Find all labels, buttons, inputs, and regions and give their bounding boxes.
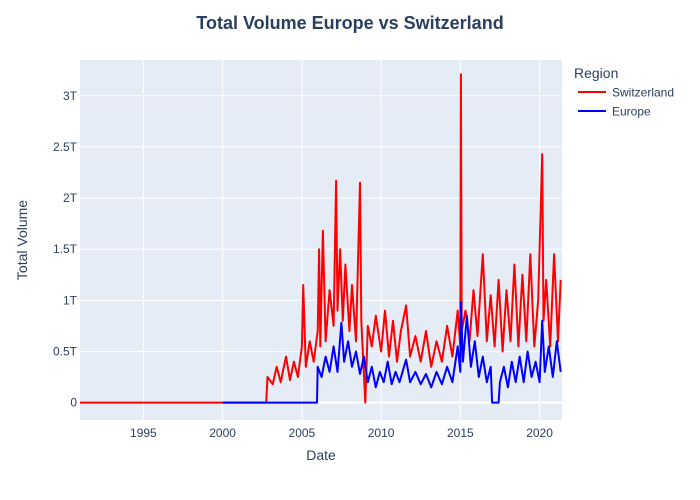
y-tick-label: 1T bbox=[63, 293, 78, 307]
y-tick-label: 1.5T bbox=[53, 242, 78, 256]
plot-area bbox=[80, 60, 562, 420]
x-tick-label: 2020 bbox=[526, 426, 553, 440]
y-tick-label: 2T bbox=[63, 191, 78, 205]
series-line-europe bbox=[222, 301, 562, 404]
x-tick-label: 1995 bbox=[130, 426, 157, 440]
chart-title: Total Volume Europe vs Switzerland bbox=[196, 13, 503, 33]
y-tick-label: 0.5T bbox=[53, 344, 78, 358]
y-axis-title: Total Volume bbox=[14, 200, 30, 280]
y-tick-labels: 0 0.5T 1T 1.5T 2T 2.5T 3T bbox=[53, 89, 78, 410]
x-tick-label: 2000 bbox=[209, 426, 236, 440]
x-tick-labels: 1995 2000 2005 2010 2015 2020 bbox=[130, 426, 553, 440]
series-line-switzerland bbox=[80, 73, 562, 404]
x-tick-label: 2010 bbox=[368, 426, 395, 440]
x-tick-label: 2005 bbox=[289, 426, 316, 440]
x-axis-title: Date bbox=[306, 447, 336, 463]
y-tick-label: 2.5T bbox=[53, 140, 78, 154]
legend-label-switzerland: Switzerland bbox=[612, 86, 674, 100]
series-layer bbox=[80, 73, 562, 404]
legend-title: Region bbox=[574, 65, 618, 81]
y-gridlines bbox=[80, 95, 562, 404]
y-tick-label: 3T bbox=[63, 89, 78, 103]
legend-item-switzerland[interactable]: Switzerland bbox=[578, 86, 674, 100]
legend-label-europe: Europe bbox=[612, 105, 651, 119]
legend-item-europe[interactable]: Europe bbox=[578, 105, 651, 119]
y-tick-label: 0 bbox=[70, 396, 77, 410]
x-tick-label: 2015 bbox=[447, 426, 474, 440]
legend: Region Switzerland Europe bbox=[574, 65, 674, 119]
